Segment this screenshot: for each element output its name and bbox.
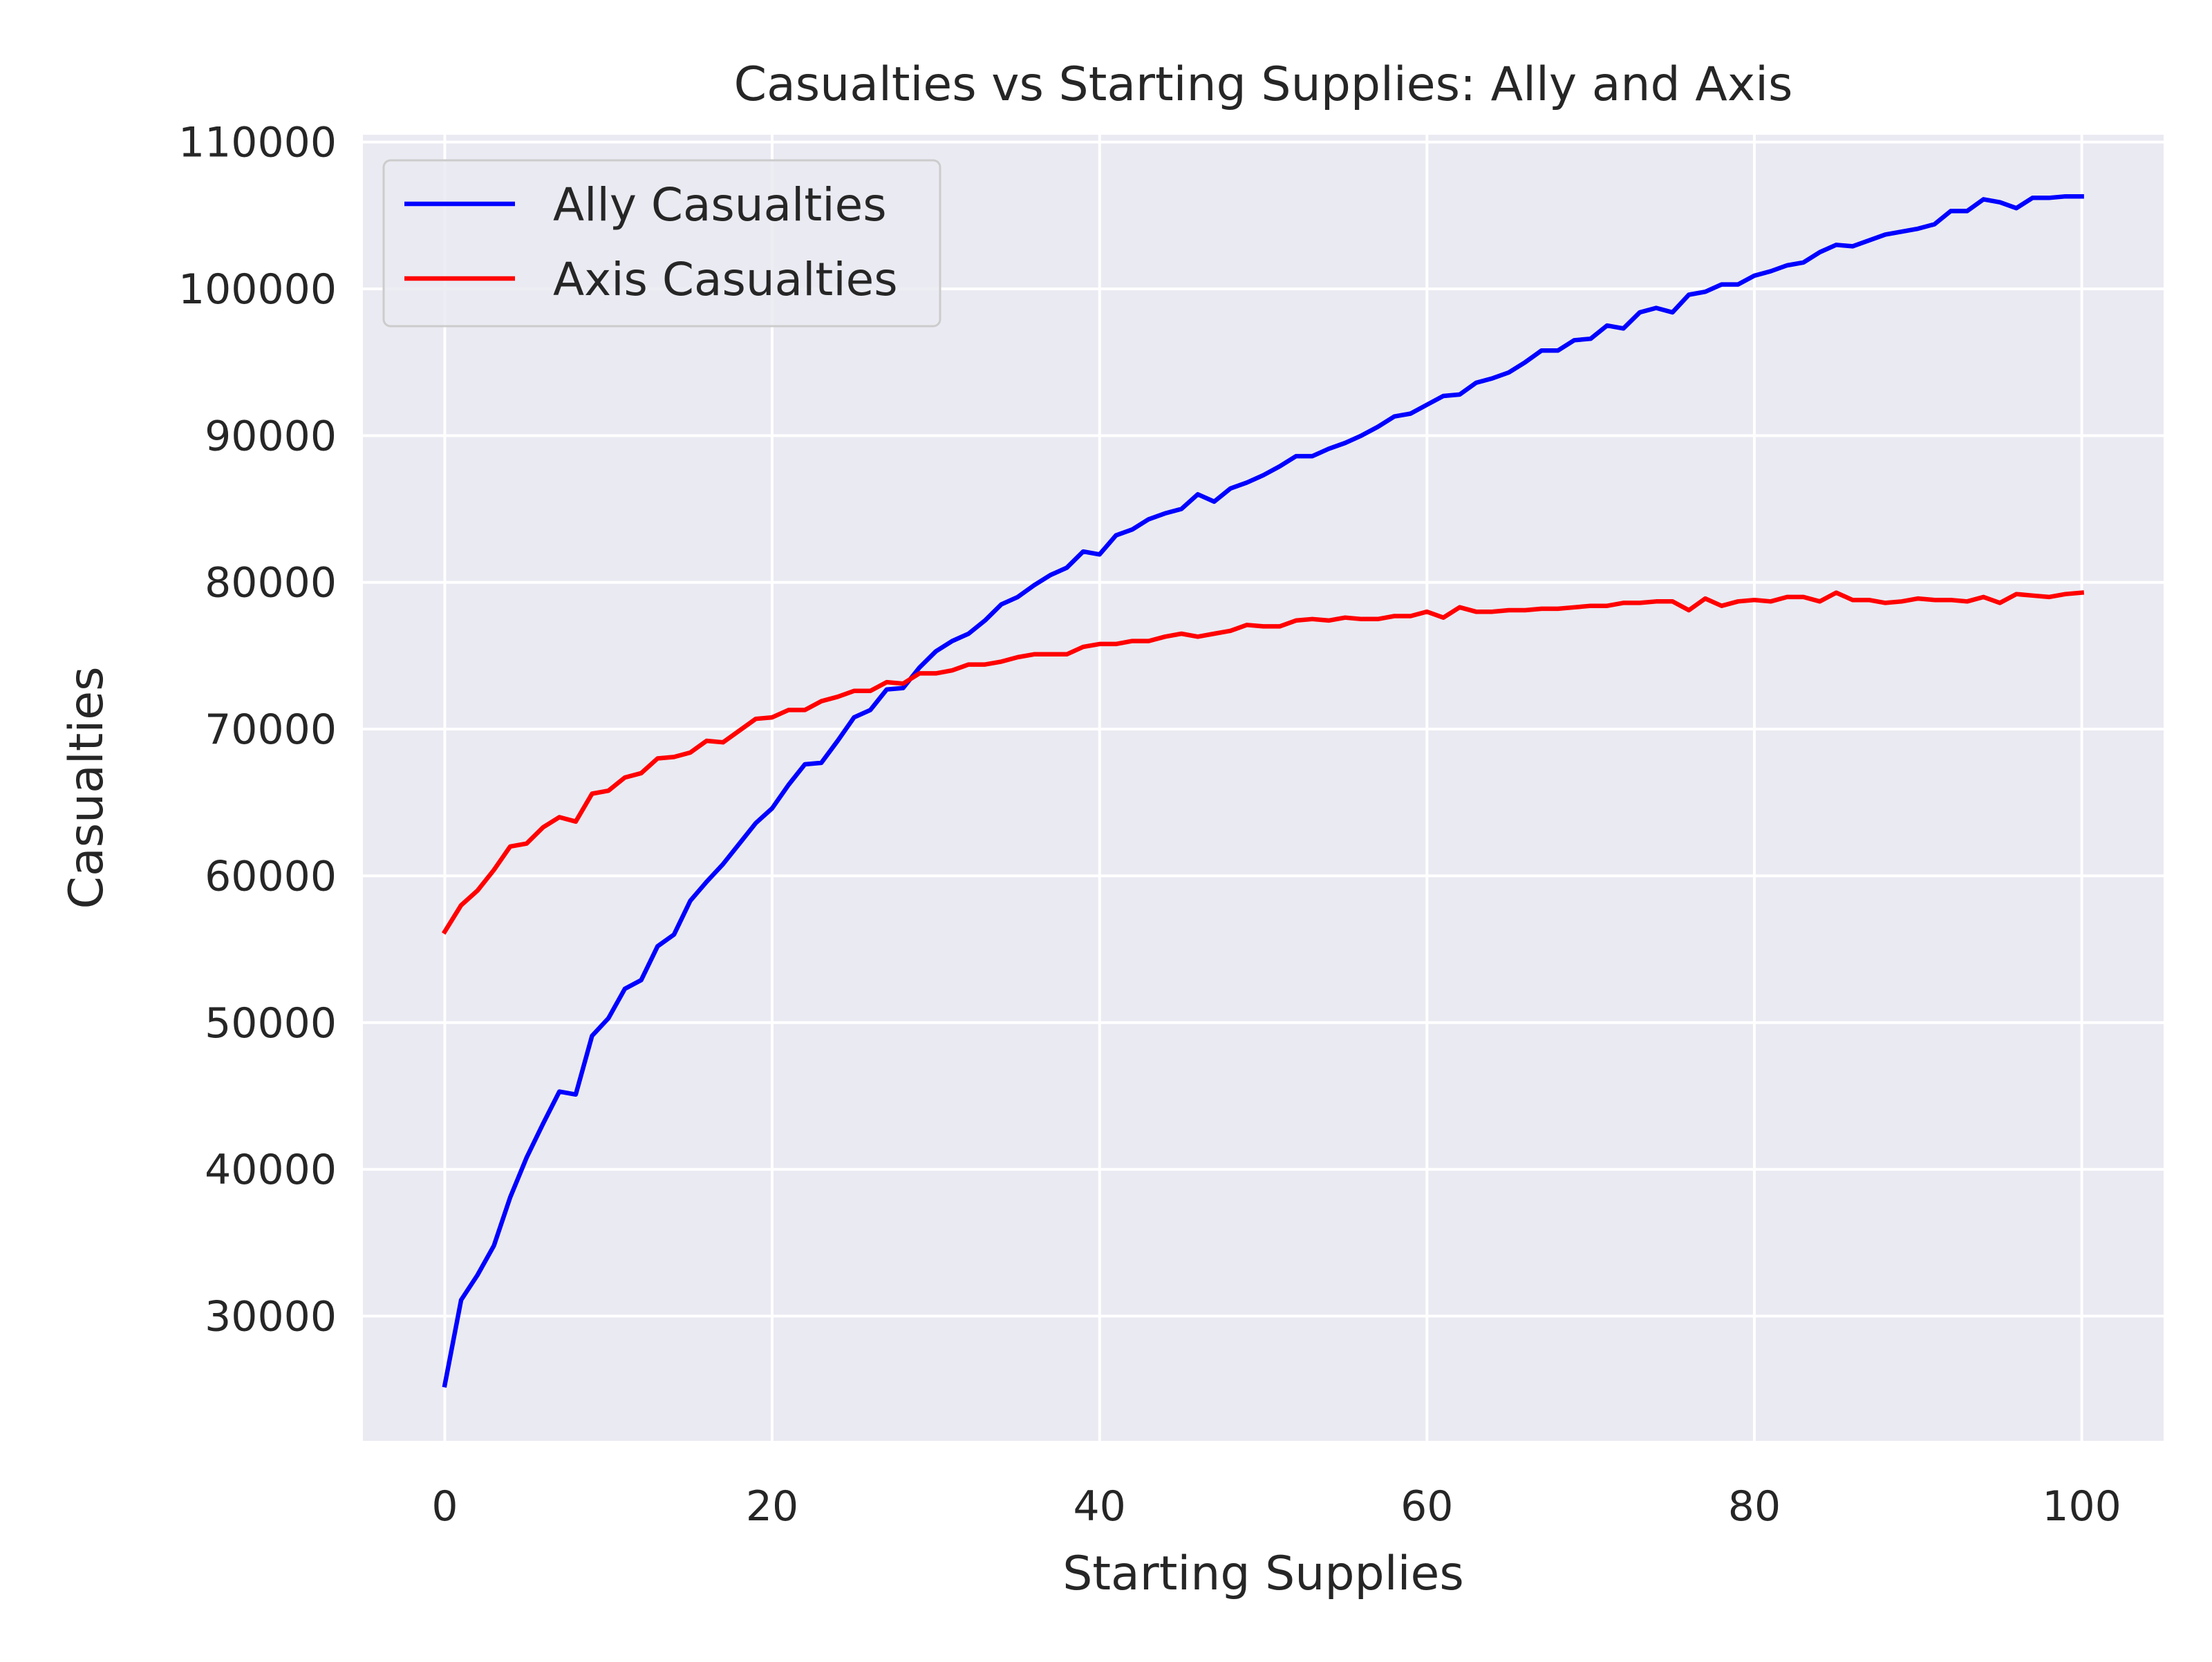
series-line-axis bbox=[441, 590, 2085, 935]
y-tick-label: 80000 bbox=[205, 559, 337, 607]
y-tick-label: 100000 bbox=[178, 265, 337, 314]
x-tick-label: 100 bbox=[2042, 1482, 2121, 1531]
x-tick-label: 0 bbox=[431, 1482, 458, 1531]
y-tick-label: 60000 bbox=[205, 852, 337, 900]
series-lines bbox=[441, 193, 2085, 1388]
plot-area bbox=[363, 135, 2164, 1441]
legend-label-axis: Axis Casualties bbox=[553, 253, 898, 306]
y-tick-label: 30000 bbox=[205, 1292, 337, 1341]
y-tick-label: 40000 bbox=[205, 1146, 337, 1194]
legend-label-ally: Ally Casualties bbox=[553, 178, 887, 232]
x-tick-label: 20 bbox=[746, 1482, 798, 1531]
x-axis-label: Starting Supplies bbox=[1062, 1547, 1464, 1601]
y-axis-label: Casualties bbox=[59, 666, 114, 909]
y-tick-label: 70000 bbox=[205, 706, 337, 754]
y-tick-label: 110000 bbox=[178, 119, 337, 167]
x-tick-label: 60 bbox=[1400, 1482, 1453, 1531]
y-tick-label: 50000 bbox=[205, 999, 337, 1048]
legend: Ally Casualties Axis Casualties bbox=[382, 159, 941, 328]
y-tick-label: 90000 bbox=[205, 412, 337, 460]
y-axis-ticks: 30000 40000 50000 60000 70000 80000 90000 10000… bbox=[178, 119, 337, 1341]
x-axis-ticks: 0 20 40 60 80 100 bbox=[431, 1482, 2121, 1531]
chart-title: Casualties vs Starting Supplies: Ally an… bbox=[734, 57, 1793, 112]
grid-lines bbox=[363, 135, 2164, 1441]
x-tick-label: 80 bbox=[1728, 1482, 1781, 1531]
x-tick-label: 40 bbox=[1074, 1482, 1126, 1531]
series-line-ally bbox=[442, 193, 2084, 1388]
legend-box bbox=[382, 159, 941, 328]
